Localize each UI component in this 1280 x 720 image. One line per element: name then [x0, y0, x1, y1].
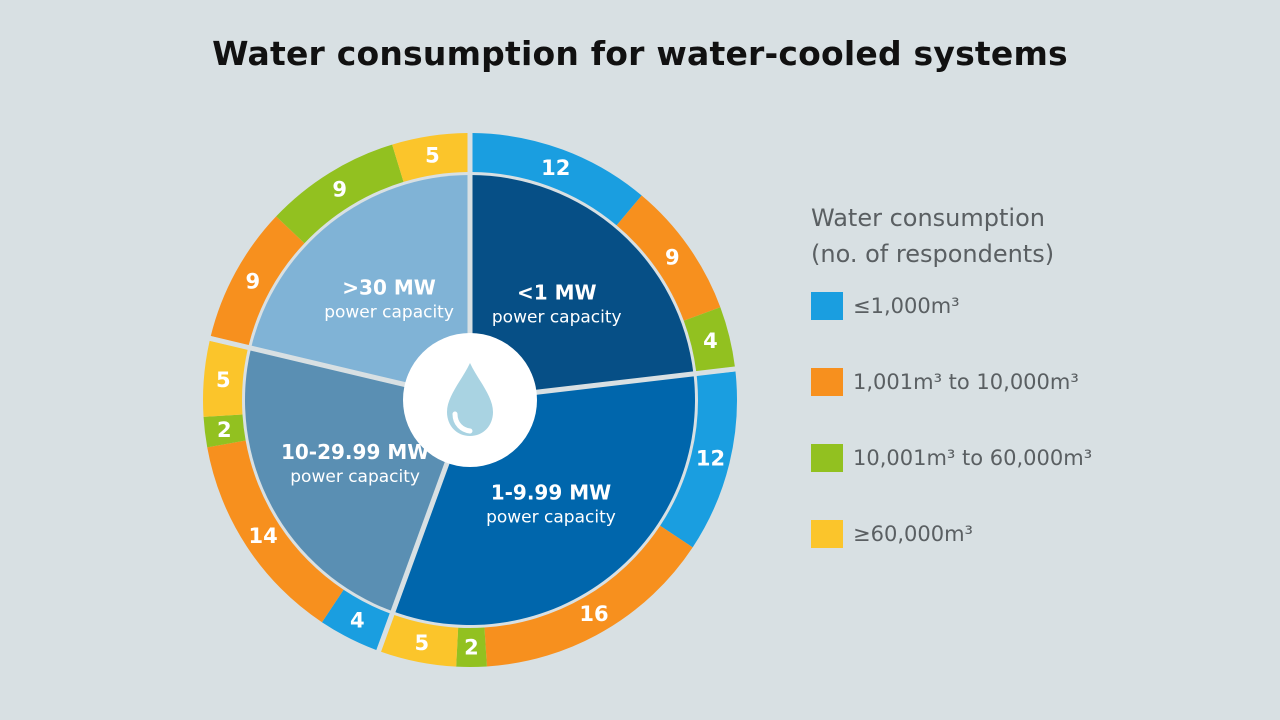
legend-title: Water consumption (no. of respondents) [811, 200, 1092, 272]
ring-value-label: 5 [414, 631, 429, 655]
ring-value-label: 5 [425, 143, 440, 167]
inner-slice-1 [470, 175, 694, 400]
group-name-label: <1 MW [517, 281, 597, 305]
ring-value-label: 16 [579, 602, 608, 626]
ring-segment-3-4 [203, 340, 248, 417]
group-sub-label: power capacity [492, 308, 622, 328]
chart-title: Water consumption for water-cooled syste… [212, 34, 1068, 73]
ring-segment-2-1 [660, 371, 737, 548]
group-sub-label: power capacity [324, 303, 454, 323]
water-drop-icon [447, 363, 493, 436]
ring-segment-3-1 [321, 589, 391, 651]
ring-segment-1-1 [471, 133, 642, 226]
ring-segment-4-4 [392, 133, 469, 182]
ring-segment-3-3 [203, 414, 246, 448]
ring-value-label: 12 [696, 446, 725, 470]
group-name-label: >30 MW [342, 276, 436, 300]
legend-swatch [811, 292, 843, 320]
legend-item-4: ≥60,000m³ [811, 518, 1092, 550]
ring-value-label: 5 [216, 368, 231, 392]
ring-segment-3-2 [207, 440, 344, 623]
legend-swatch [811, 368, 843, 396]
ring-segment-2-2 [484, 525, 693, 667]
ring-segment-2-3 [456, 627, 487, 667]
ring-value-label: 14 [248, 524, 277, 548]
legend-label: ≤1,000m³ [853, 294, 960, 318]
legend-item-3: 10,001m³ to 60,000m³ [811, 442, 1092, 474]
ring-value-label: 2 [217, 418, 232, 442]
legend-label: ≥60,000m³ [853, 522, 973, 546]
ring-value-label: 4 [350, 608, 365, 632]
outer-ring [203, 133, 737, 667]
ring-segment-1-2 [616, 195, 721, 321]
ring-segment-4-2 [210, 216, 305, 346]
legend-item-1: ≤1,000m³ [811, 290, 1092, 322]
ring-value-label: 9 [665, 245, 680, 269]
legend-swatch [811, 444, 843, 472]
group-sub-label: power capacity [290, 467, 420, 487]
ring-segment-4-3 [276, 144, 404, 244]
ring-value-label: 9 [245, 269, 260, 293]
legend-item-2: 1,001m³ to 10,000m³ [811, 366, 1092, 398]
inner-slice-4 [251, 175, 470, 400]
legend-title-line-2: (no. of respondents) [811, 240, 1055, 268]
legend-label: 10,001m³ to 60,000m³ [853, 446, 1093, 470]
labels: 12 9 4 <1 MW power capacity 12 16 2 5 1-9.99 MW po… [216, 143, 725, 659]
ring-value-label: 12 [541, 156, 570, 180]
legend: Water consumption (no. of respondents) ≤… [811, 200, 1092, 594]
legend-title-line-1: Water consumption [811, 204, 1045, 232]
ring-value-label: 9 [332, 178, 347, 202]
group-name-label: 1-9.99 MW [491, 480, 612, 504]
ring-segment-1-3 [683, 307, 735, 372]
group-name-label: 10-29.99 MW [281, 440, 429, 464]
group-sub-label: power capacity [486, 507, 616, 527]
legend-label: 1,001m³ to 10,000m³ [853, 370, 1079, 394]
center-badge [403, 333, 537, 467]
ring-segment-2-4 [380, 614, 459, 667]
ring-value-label: 2 [464, 635, 479, 659]
ring-value-label: 4 [703, 329, 718, 353]
legend-swatch [811, 520, 843, 548]
